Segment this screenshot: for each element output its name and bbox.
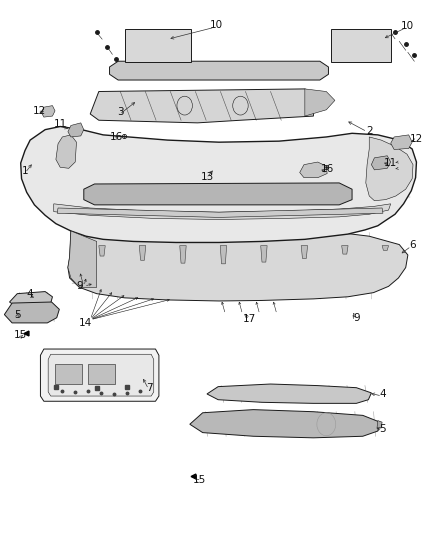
- Polygon shape: [300, 162, 327, 177]
- Polygon shape: [305, 89, 335, 116]
- Polygon shape: [40, 349, 159, 401]
- Polygon shape: [124, 29, 191, 62]
- Polygon shape: [54, 204, 391, 220]
- Text: 5: 5: [380, 424, 386, 434]
- Text: 4: 4: [380, 390, 386, 399]
- Polygon shape: [56, 135, 77, 168]
- Polygon shape: [377, 421, 382, 429]
- Polygon shape: [68, 231, 97, 287]
- Text: 11: 11: [53, 119, 67, 130]
- Text: 3: 3: [117, 108, 124, 117]
- Polygon shape: [110, 61, 328, 80]
- Polygon shape: [391, 135, 412, 149]
- Text: 10: 10: [210, 20, 223, 30]
- Polygon shape: [4, 302, 59, 323]
- Text: 9: 9: [353, 313, 360, 322]
- Polygon shape: [371, 156, 391, 170]
- Polygon shape: [180, 246, 186, 263]
- Text: 5: 5: [14, 310, 21, 320]
- Text: 14: 14: [78, 318, 92, 328]
- Polygon shape: [68, 123, 84, 137]
- Text: 13: 13: [200, 172, 214, 182]
- Text: 10: 10: [401, 21, 414, 31]
- Text: 15: 15: [193, 474, 206, 484]
- Text: 2: 2: [366, 126, 373, 136]
- Polygon shape: [366, 137, 413, 201]
- Text: 12: 12: [33, 106, 46, 116]
- Text: 11: 11: [384, 158, 397, 168]
- Text: 16: 16: [110, 132, 123, 142]
- Text: 15: 15: [14, 330, 27, 341]
- Polygon shape: [190, 410, 380, 438]
- Polygon shape: [220, 246, 227, 264]
- Polygon shape: [84, 183, 352, 205]
- Text: 1: 1: [21, 166, 28, 176]
- Polygon shape: [382, 246, 389, 251]
- Polygon shape: [139, 246, 146, 260]
- Polygon shape: [48, 354, 154, 396]
- Polygon shape: [90, 89, 314, 123]
- Polygon shape: [41, 106, 55, 117]
- Polygon shape: [21, 126, 417, 243]
- Text: 6: 6: [409, 239, 416, 249]
- Bar: [55, 364, 81, 384]
- Text: 4: 4: [26, 289, 32, 298]
- Text: 12: 12: [410, 134, 423, 143]
- Text: 16: 16: [321, 164, 334, 174]
- Polygon shape: [261, 246, 267, 262]
- Polygon shape: [10, 292, 53, 307]
- Polygon shape: [99, 246, 105, 256]
- Polygon shape: [301, 246, 307, 259]
- Bar: [88, 364, 115, 384]
- Polygon shape: [68, 229, 408, 301]
- Text: 7: 7: [146, 383, 153, 393]
- Polygon shape: [207, 384, 371, 403]
- Polygon shape: [57, 208, 383, 217]
- Polygon shape: [331, 29, 391, 62]
- Text: 9: 9: [76, 281, 83, 292]
- Polygon shape: [342, 246, 348, 254]
- Text: 17: 17: [242, 314, 256, 324]
